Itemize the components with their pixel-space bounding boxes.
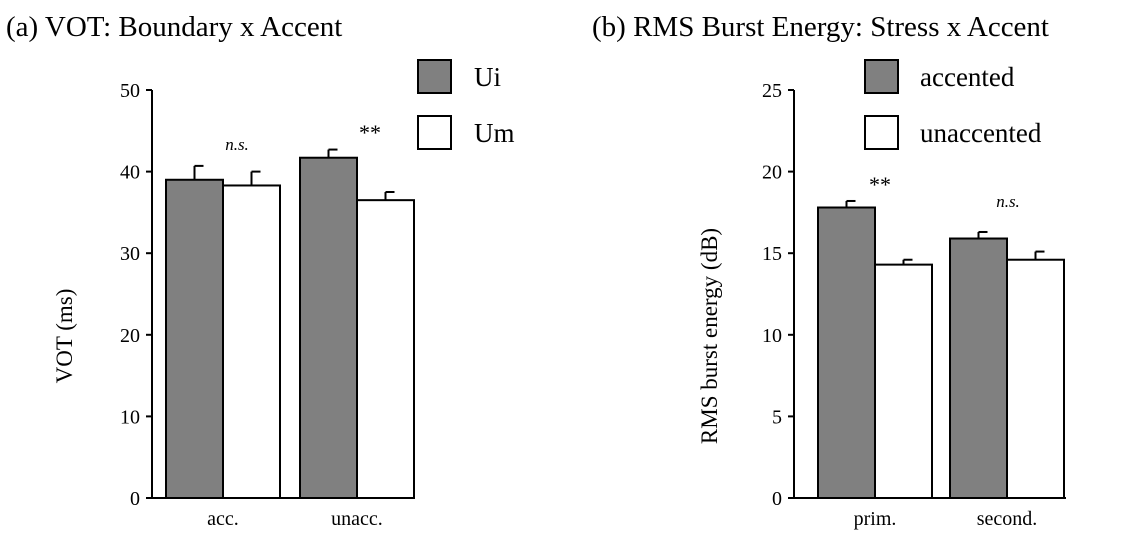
bar	[874, 263, 933, 499]
chart-panel-b: (b) RMS Burst Energy: Stress x Accent RM…	[592, 11, 1066, 530]
y-tick-label: 30	[120, 243, 140, 265]
chart-panel-a: (a) VOT: Boundary x Accent VOT (ms) n.s.…	[6, 11, 515, 530]
y-tick-label: 25	[762, 80, 782, 102]
y-axis-label: RMS burst energy (dB)	[697, 228, 722, 444]
y-tick-label: 15	[762, 243, 782, 265]
legend-swatch	[864, 59, 899, 94]
y-tick-label: 10	[762, 325, 782, 347]
significance-annotation: n.s.	[225, 135, 249, 154]
legend-label: Um	[474, 118, 515, 148]
legend: Ui Um	[417, 59, 515, 150]
legend-label: Ui	[474, 62, 501, 92]
bar	[1006, 258, 1065, 499]
x-tick-label: unacc.	[331, 508, 383, 530]
y-tick-label: 10	[120, 406, 140, 428]
legend: accented unaccented	[864, 59, 1042, 150]
y-tick-label: 5	[772, 406, 782, 428]
y-tick-label: 0	[130, 488, 140, 510]
legend-label: unaccented	[920, 118, 1042, 148]
x-tick-label: acc.	[207, 508, 239, 530]
bar	[222, 184, 281, 500]
axes: 0 10 20 30 40 50	[120, 80, 414, 510]
significance-annotation: n.s.	[996, 192, 1020, 211]
x-tick-label: prim.	[854, 508, 897, 530]
bar	[165, 178, 224, 499]
significance-annotation: **	[359, 120, 381, 145]
y-tick-label: 50	[120, 80, 140, 102]
legend-swatch	[864, 115, 899, 150]
x-tick-label: second.	[977, 508, 1038, 530]
legend-swatch	[417, 59, 452, 94]
y-tick-label: 20	[120, 325, 140, 347]
chart-title: (a) VOT: Boundary x Accent	[6, 11, 342, 43]
y-axis-label: VOT (ms)	[52, 289, 77, 384]
y-tick-label: 40	[120, 162, 140, 184]
bar	[949, 237, 1008, 499]
y-tick-label: 0	[772, 488, 782, 510]
y-tick-label: 20	[762, 162, 782, 184]
bar	[299, 156, 358, 499]
bar	[817, 206, 876, 499]
bars	[165, 148, 415, 500]
legend-swatch	[417, 115, 452, 150]
bars	[817, 199, 1065, 499]
bar	[356, 199, 415, 499]
legend-label: accented	[920, 62, 1015, 92]
chart-title: (b) RMS Burst Energy: Stress x Accent	[592, 11, 1049, 43]
significance-annotation: **	[869, 172, 891, 197]
